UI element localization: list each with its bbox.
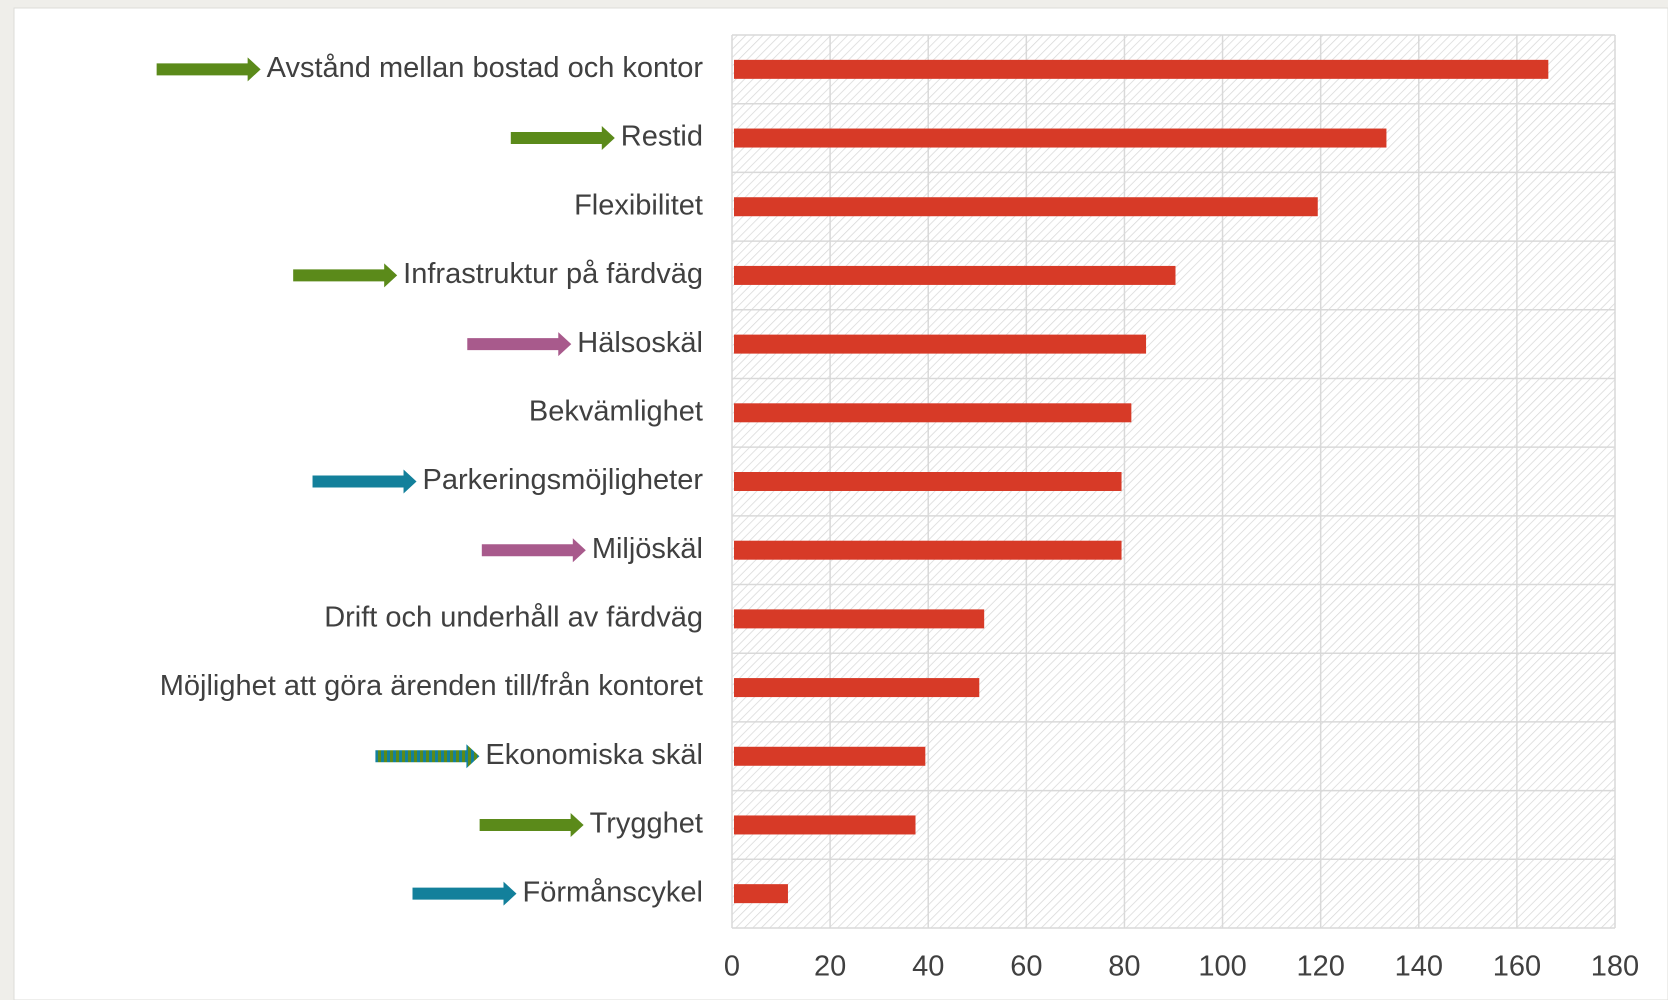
- arrow-icon: [312, 469, 417, 494]
- arrow-icon: [481, 538, 586, 563]
- x-tick-label: 20: [814, 951, 846, 983]
- y-tick-label: Flexibilitet: [574, 189, 703, 221]
- bar: [734, 609, 985, 629]
- y-tick-label: Drift och underhåll av färdväg: [324, 602, 703, 634]
- bar: [734, 334, 1147, 354]
- y-tick-label: Parkeringsmöjligheter: [423, 464, 704, 496]
- x-tick-label: 80: [1108, 951, 1140, 983]
- arrow-icon: [479, 812, 584, 837]
- x-tick-label: 160: [1493, 951, 1541, 983]
- bar: [734, 265, 1176, 285]
- bar: [734, 678, 980, 698]
- y-tick-label: Avstånd mellan bostad och kontor: [267, 52, 704, 84]
- bar: [734, 746, 926, 766]
- bar: [734, 472, 1122, 491]
- y-tick-label: Miljöskäl: [592, 533, 703, 565]
- bar: [734, 403, 1132, 423]
- y-tick-label: Bekvämlighet: [529, 395, 703, 427]
- x-tick-label: 60: [1010, 951, 1042, 983]
- y-tick-label: Ekonomiska skäl: [485, 739, 703, 771]
- bar: [734, 128, 1387, 148]
- bar: [734, 540, 1122, 560]
- y-tick-label: Infrastruktur på färdväg: [403, 258, 703, 290]
- arrow-icon: [375, 744, 480, 769]
- bar: [734, 197, 1318, 217]
- arrow-icon: [293, 263, 398, 288]
- x-tick-label: 40: [912, 951, 944, 983]
- x-tick-label: 180: [1591, 951, 1639, 983]
- bar: [734, 59, 1549, 79]
- x-tick-label: 140: [1395, 951, 1443, 983]
- y-tick-label: Möjlighet att göra ärenden till/från kon…: [160, 670, 703, 702]
- bar: [734, 884, 788, 904]
- arrow-icon: [156, 57, 261, 82]
- x-tick-label: 120: [1296, 951, 1344, 983]
- y-tick-label: Förmånscykel: [523, 876, 704, 908]
- arrow-icon: [510, 126, 615, 151]
- arrow-icon: [412, 881, 517, 906]
- y-tick-label: Restid: [621, 121, 703, 153]
- bar: [734, 815, 916, 835]
- arrow-icon: [467, 332, 572, 357]
- x-tick-label: 100: [1198, 951, 1246, 983]
- y-tick-label: Hälsoskäl: [577, 327, 703, 359]
- x-tick-label: 0: [724, 951, 740, 983]
- y-tick-label: Trygghet: [590, 808, 703, 840]
